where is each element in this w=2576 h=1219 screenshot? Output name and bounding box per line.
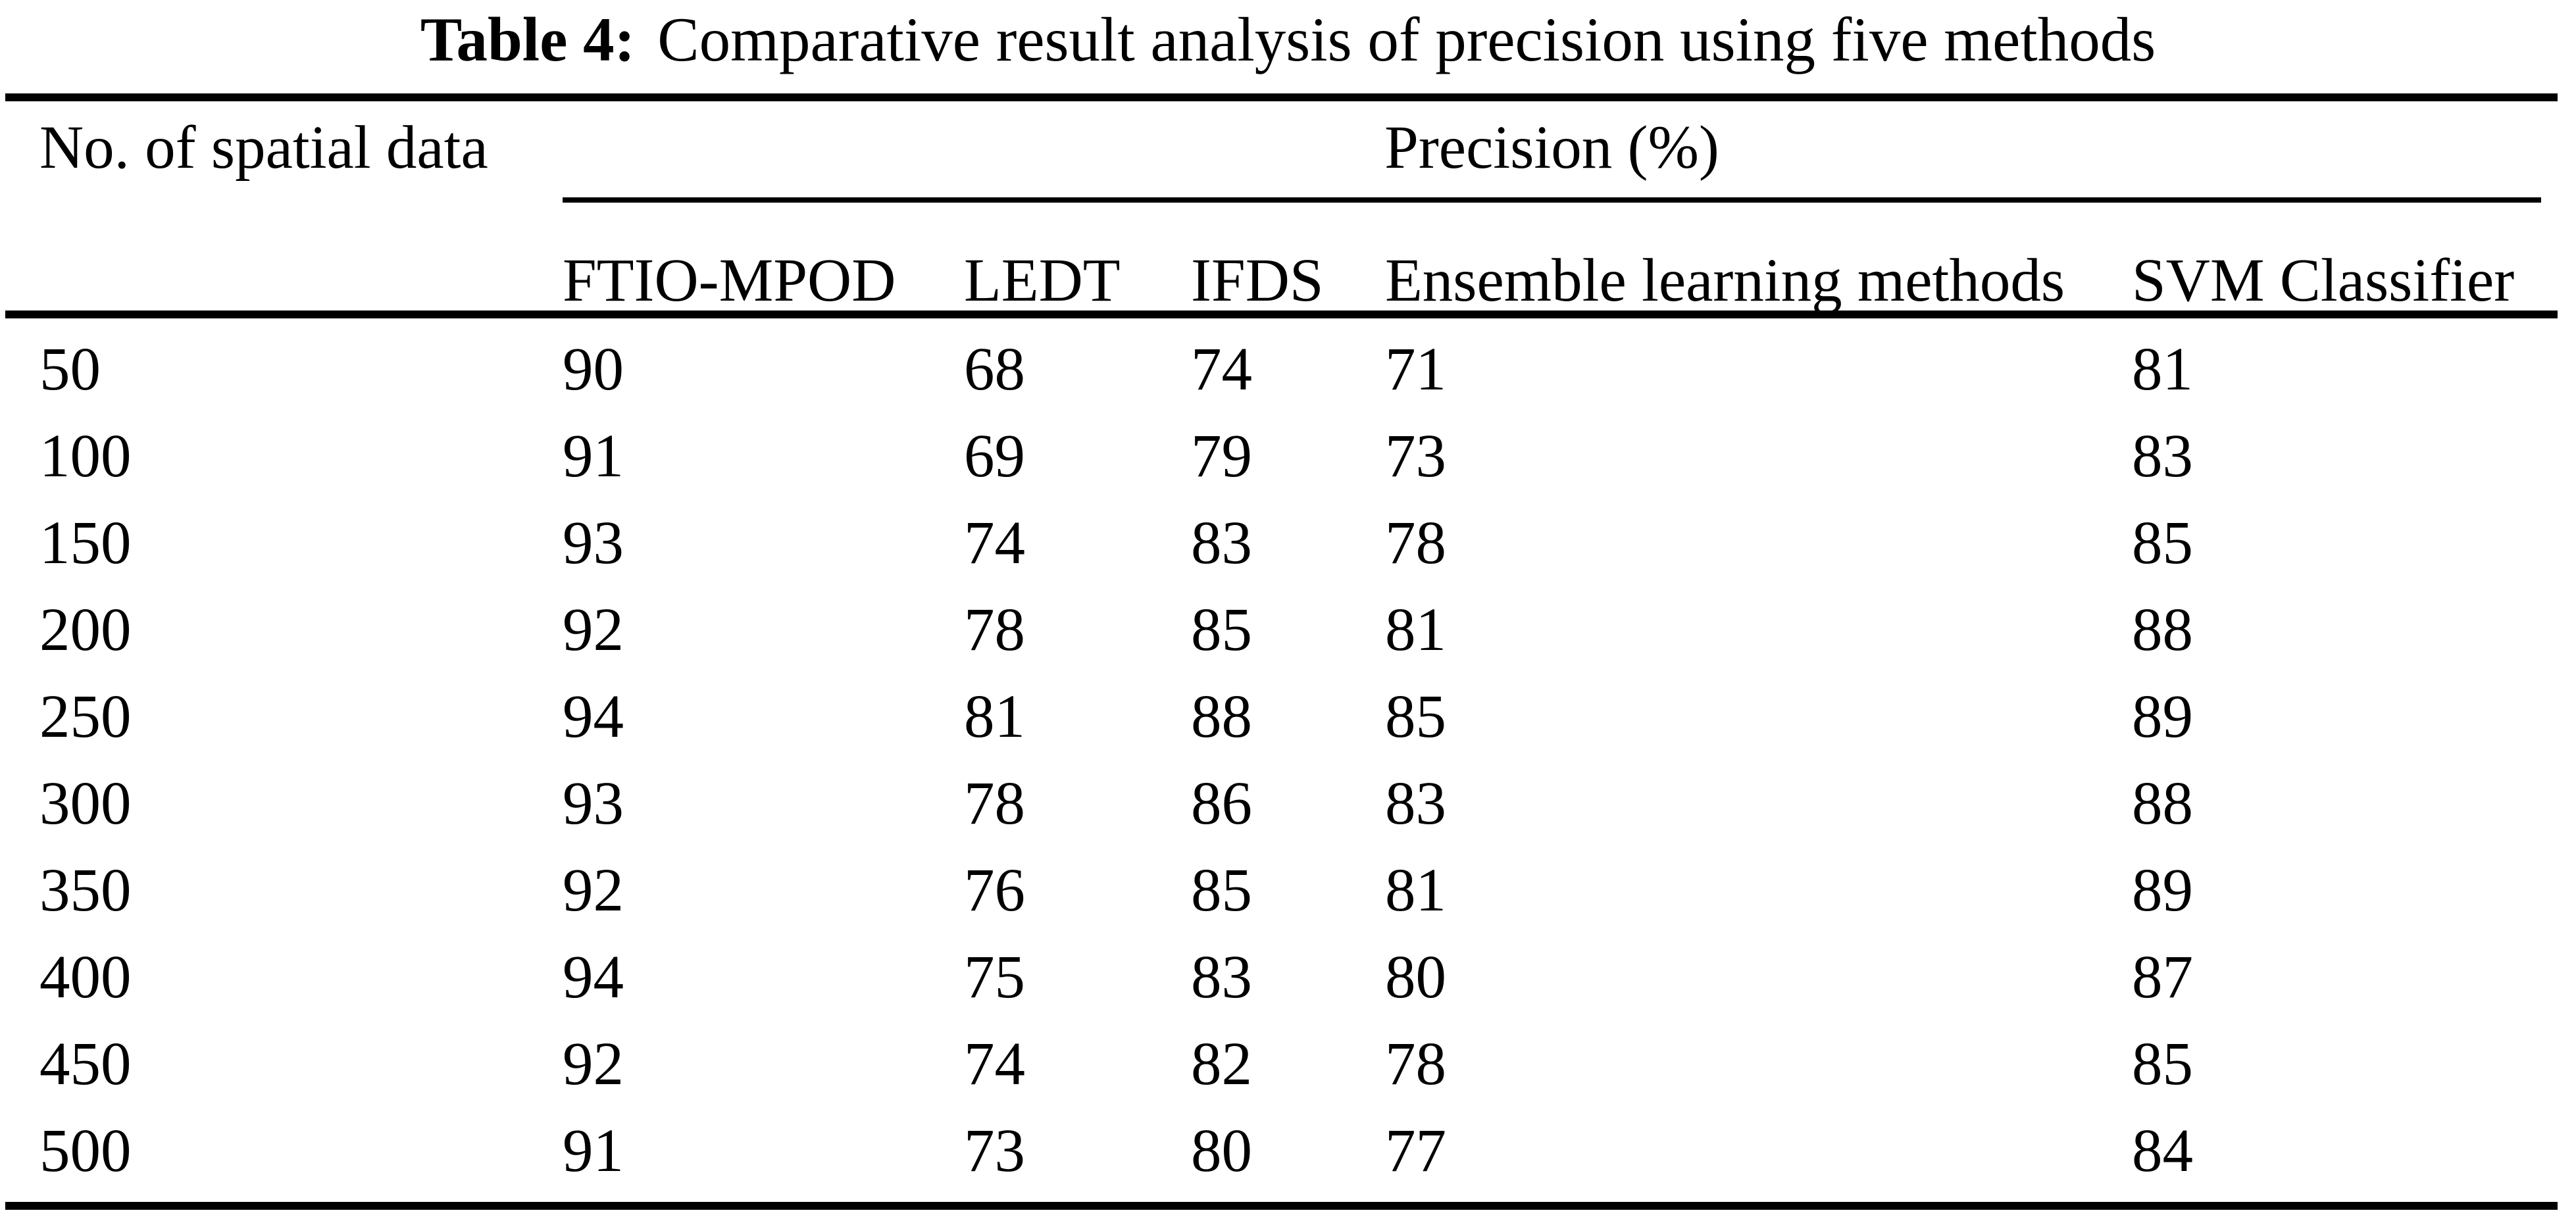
table-row: 350 92 76 85 81 89 — [0, 860, 2576, 947]
cell-ftio-mpod: 94 — [563, 943, 624, 1011]
row-label: 350 — [39, 857, 132, 924]
cell-ensemble: 83 — [1385, 770, 1446, 837]
cell-ftio-mpod: 92 — [563, 1030, 624, 1098]
table-row: 500 91 73 80 77 84 — [0, 1120, 2576, 1207]
cell-ifds: 86 — [1191, 770, 1252, 837]
precision-group-rule — [563, 197, 2541, 203]
cell-ledt: 73 — [964, 1117, 1025, 1185]
table-top-rule — [5, 93, 2558, 101]
table-row: 100 91 69 79 73 83 — [0, 426, 2576, 512]
cell-svm: 83 — [2132, 422, 2193, 490]
cell-ledt: 68 — [964, 336, 1025, 403]
cell-ifds: 82 — [1191, 1030, 1252, 1098]
row-label: 450 — [39, 1030, 132, 1098]
table-caption-text: Comparative result analysis of precision… — [657, 5, 2156, 74]
cell-ensemble: 78 — [1385, 1030, 1446, 1098]
row-label: 50 — [39, 336, 101, 403]
row-label: 400 — [39, 943, 132, 1011]
cell-ensemble: 73 — [1385, 422, 1446, 490]
row-label: 100 — [39, 422, 132, 490]
cell-svm: 87 — [2132, 943, 2193, 1011]
row-label: 250 — [39, 683, 132, 751]
cell-ensemble: 77 — [1385, 1117, 1446, 1185]
cell-ftio-mpod: 91 — [563, 1117, 624, 1185]
cell-ftio-mpod: 91 — [563, 422, 624, 490]
cell-svm: 89 — [2132, 683, 2193, 751]
column-header-ftio-mpod: FTIO-MPOD — [563, 247, 896, 314]
cell-ftio-mpod: 94 — [563, 683, 624, 751]
column-header-ensemble-learning-methods: Ensemble learning methods — [1385, 247, 2065, 314]
cell-ftio-mpod: 92 — [563, 857, 624, 924]
cell-ensemble: 81 — [1385, 857, 1446, 924]
table-row: 300 93 78 86 83 88 — [0, 773, 2576, 860]
table-row: 50 90 68 74 71 81 — [0, 339, 2576, 426]
cell-ftio-mpod: 93 — [563, 770, 624, 837]
cell-ledt: 75 — [964, 943, 1025, 1011]
table-header-row-group: No. of spatial data Precision (%) — [0, 117, 2576, 204]
cell-svm: 88 — [2132, 596, 2193, 664]
cell-svm: 89 — [2132, 857, 2193, 924]
cell-ifds: 85 — [1191, 596, 1252, 664]
cell-ifds: 83 — [1191, 943, 1252, 1011]
column-header-svm-classifier: SVM Classifier — [2132, 247, 2515, 314]
table-header-row-methods: FTIO-MPOD LEDT IFDS Ensemble learning me… — [0, 250, 2576, 337]
cell-ledt: 74 — [964, 509, 1025, 577]
cell-ifds: 74 — [1191, 336, 1252, 403]
header-bottom-rule — [5, 311, 2558, 318]
row-label: 150 — [39, 509, 132, 577]
cell-ledt: 78 — [964, 596, 1025, 664]
cell-ledt: 76 — [964, 857, 1025, 924]
row-label: 300 — [39, 770, 132, 837]
cell-ftio-mpod: 93 — [563, 509, 624, 577]
cell-ledt: 74 — [964, 1030, 1025, 1098]
cell-ensemble: 71 — [1385, 336, 1446, 403]
cell-svm: 85 — [2132, 1030, 2193, 1098]
table-row: 250 94 81 88 85 89 — [0, 686, 2576, 773]
cell-ifds: 80 — [1191, 1117, 1252, 1185]
column-header-no-of-spatial-data: No. of spatial data — [39, 114, 488, 182]
table-row: 200 92 78 85 81 88 — [0, 599, 2576, 686]
cell-svm: 85 — [2132, 509, 2193, 577]
column-group-header-precision: Precision (%) — [1384, 114, 1719, 182]
cell-ledt: 81 — [964, 683, 1025, 751]
table-row: 450 92 74 82 78 85 — [0, 1033, 2576, 1120]
column-header-ifds: IFDS — [1191, 247, 1324, 314]
cell-ftio-mpod: 92 — [563, 596, 624, 664]
cell-svm: 81 — [2132, 336, 2193, 403]
cell-ifds: 79 — [1191, 422, 1252, 490]
row-label: 500 — [39, 1117, 132, 1185]
table-caption: Table 4: Comparative result analysis of p… — [0, 5, 2576, 74]
cell-ensemble: 80 — [1385, 943, 1446, 1011]
cell-svm: 84 — [2132, 1117, 2193, 1185]
table-row: 150 93 74 83 78 85 — [0, 512, 2576, 599]
cell-ifds: 88 — [1191, 683, 1252, 751]
cell-ifds: 85 — [1191, 857, 1252, 924]
table-caption-number: Table 4: — [420, 5, 636, 74]
cell-ftio-mpod: 90 — [563, 336, 624, 403]
table-row: 400 94 75 83 80 87 — [0, 947, 2576, 1033]
cell-ensemble: 78 — [1385, 509, 1446, 577]
cell-ifds: 83 — [1191, 509, 1252, 577]
column-header-ledt: LEDT — [964, 247, 1121, 314]
row-label: 200 — [39, 596, 132, 664]
cell-ledt: 69 — [964, 422, 1025, 490]
cell-ensemble: 85 — [1385, 683, 1446, 751]
cell-ensemble: 81 — [1385, 596, 1446, 664]
table-bottom-rule — [5, 1202, 2558, 1210]
cell-svm: 88 — [2132, 770, 2193, 837]
cell-ledt: 78 — [964, 770, 1025, 837]
